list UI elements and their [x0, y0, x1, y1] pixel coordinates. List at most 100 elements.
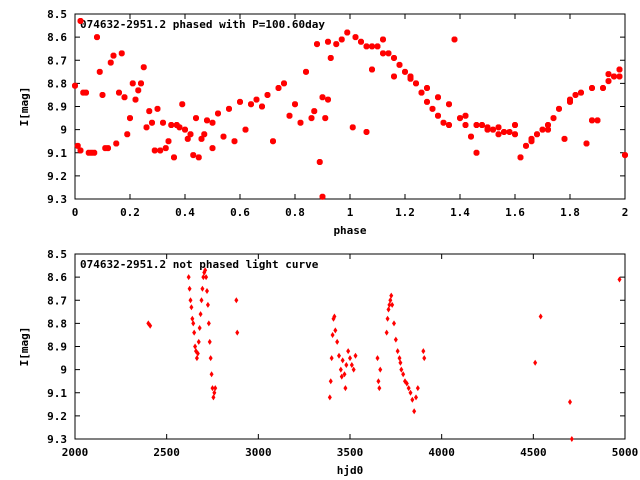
data-point — [344, 29, 351, 36]
data-point — [605, 78, 612, 85]
chart-title: 074632-2951.2 phased with P=100.60day — [80, 18, 325, 31]
data-point — [556, 105, 562, 112]
y-tick-label: 9.1 — [47, 387, 67, 400]
data-point — [327, 394, 332, 401]
data-point — [132, 96, 139, 103]
data-point — [182, 126, 188, 133]
data-point — [600, 85, 606, 91]
data-point — [429, 105, 436, 112]
x-tick-label: 3000 — [245, 446, 272, 459]
data-point — [616, 73, 623, 80]
data-point — [332, 313, 337, 320]
data-point — [195, 350, 200, 357]
data-point — [339, 373, 344, 380]
data-point — [105, 145, 111, 152]
y-tick-label: 9.2 — [47, 170, 67, 183]
unphased-light-curve-panel: 2000 2500 3000 3500 4000 4500 5000 8.5 8.6 8.7 8.8… — [18, 248, 638, 477]
data-point — [622, 152, 628, 159]
data-point — [435, 112, 441, 119]
data-point — [198, 311, 203, 318]
x-tick-label: 2500 — [153, 446, 180, 459]
data-point — [446, 101, 452, 108]
y-tick-label: 8.5 — [47, 248, 67, 261]
data-point — [363, 43, 370, 50]
data-point — [107, 59, 114, 66]
data-point — [358, 38, 364, 45]
data-point — [333, 327, 338, 334]
x-tick-label: 0.2 — [120, 206, 140, 219]
data-point — [197, 325, 202, 331]
data-point — [204, 274, 209, 281]
data-point — [193, 343, 198, 350]
data-point — [424, 85, 430, 91]
data-point — [314, 41, 320, 48]
data-point — [617, 276, 622, 283]
data-point — [325, 96, 331, 103]
data-point — [388, 297, 393, 304]
data-point — [96, 68, 103, 75]
data-point — [329, 355, 334, 362]
data-point — [124, 131, 131, 138]
data-point — [281, 80, 287, 87]
data-point — [212, 389, 217, 396]
data-point — [523, 142, 529, 149]
data-point — [213, 385, 218, 392]
data-point — [410, 396, 415, 403]
x-tick-label: 1.6 — [505, 206, 525, 219]
data-point — [389, 292, 394, 299]
data-point — [396, 61, 403, 68]
data-point — [74, 142, 81, 149]
data-point — [351, 366, 356, 373]
data-point — [190, 152, 197, 159]
data-point — [94, 34, 100, 41]
data-point — [190, 315, 195, 322]
data-point — [380, 36, 386, 43]
data-point — [369, 66, 375, 73]
data-point — [184, 135, 191, 142]
data-point — [395, 348, 400, 355]
x-tick-label: 1.8 — [560, 206, 580, 219]
data-point — [398, 359, 403, 366]
data-point — [375, 355, 380, 362]
data-point — [234, 297, 239, 304]
data-point — [380, 50, 386, 57]
data-point — [325, 38, 331, 45]
data-point — [616, 66, 623, 73]
data-point — [343, 385, 348, 392]
data-point — [340, 357, 345, 364]
data-point — [188, 297, 193, 304]
x-tick-label: 0 — [72, 206, 79, 219]
y-tick-label: 9 — [60, 124, 67, 137]
data-point — [344, 362, 349, 368]
data-point — [327, 54, 334, 61]
data-point — [303, 68, 309, 75]
data-point — [390, 301, 395, 308]
data-point — [399, 366, 404, 373]
data-point — [176, 124, 183, 131]
data-point — [72, 82, 78, 89]
y-tick-label: 9.1 — [47, 147, 67, 160]
data-point — [462, 122, 469, 128]
y-tick-label: 8.8 — [47, 77, 67, 90]
data-point — [135, 87, 142, 94]
x-tick-label: 2 — [622, 206, 629, 219]
data-point — [462, 112, 469, 119]
data-point — [589, 85, 595, 91]
data-point — [275, 85, 282, 91]
data-point — [440, 119, 447, 126]
data-point — [376, 378, 381, 385]
data-point — [385, 315, 390, 322]
data-point — [168, 122, 175, 128]
data-point — [121, 94, 128, 101]
data-point — [338, 366, 343, 373]
data-point — [377, 385, 382, 392]
data-point — [561, 135, 568, 142]
data-point — [385, 50, 392, 57]
data-point — [545, 126, 551, 133]
data-point — [149, 119, 155, 126]
data-point — [407, 75, 414, 82]
data-point — [378, 366, 383, 373]
data-point — [594, 117, 601, 124]
data-point — [179, 101, 186, 108]
data-point — [195, 154, 202, 161]
